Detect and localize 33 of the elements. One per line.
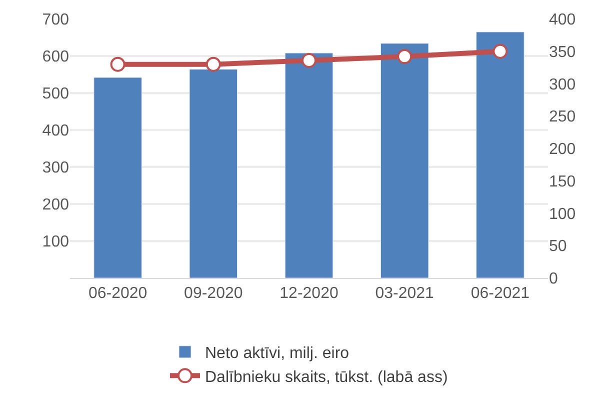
y-tick-label: 100 xyxy=(42,234,70,251)
x-tick-label: 06-2020 xyxy=(88,285,148,302)
bar xyxy=(476,32,524,278)
y2-tick-label: 50 xyxy=(549,238,567,256)
point xyxy=(397,49,412,64)
x-tick-label: 03-2021 xyxy=(375,285,434,302)
y2-tick-label: 200 xyxy=(549,141,576,158)
y-tick-label: 500 xyxy=(42,86,70,103)
point xyxy=(302,52,316,68)
legend-label: Neto aktīvi, milj. eiro xyxy=(205,345,350,362)
point xyxy=(206,56,221,72)
y-tick-label: 200 xyxy=(42,196,70,214)
y2-tick-label: 400 xyxy=(549,12,576,29)
bar xyxy=(380,43,429,278)
x-tick-label: 06-2021 xyxy=(470,285,530,302)
y2-tick-label: 0 xyxy=(549,270,558,288)
point xyxy=(110,56,126,72)
point xyxy=(492,44,508,59)
bar xyxy=(94,77,142,278)
bar xyxy=(284,52,334,278)
y-tick-label: 600 xyxy=(42,48,70,66)
bar xyxy=(189,69,238,278)
y2-tick-label: 350 xyxy=(549,44,576,61)
legend-label: Dalībnieku skaits, tūkst. (labā ass) xyxy=(205,368,448,386)
x-tick-label: 09-2020 xyxy=(184,285,243,302)
x-tick-label: 12-2020 xyxy=(280,285,338,302)
y2-tick-label: 150 xyxy=(549,173,576,190)
y-tick-label: 300 xyxy=(42,160,70,177)
y2-tick-label: 100 xyxy=(549,206,576,223)
y-tick-label: 400 xyxy=(42,122,70,140)
y2-tick-label: 250 xyxy=(549,108,576,126)
y2-tick-label: 300 xyxy=(549,76,576,94)
y-tick-label: 700 xyxy=(42,12,70,29)
